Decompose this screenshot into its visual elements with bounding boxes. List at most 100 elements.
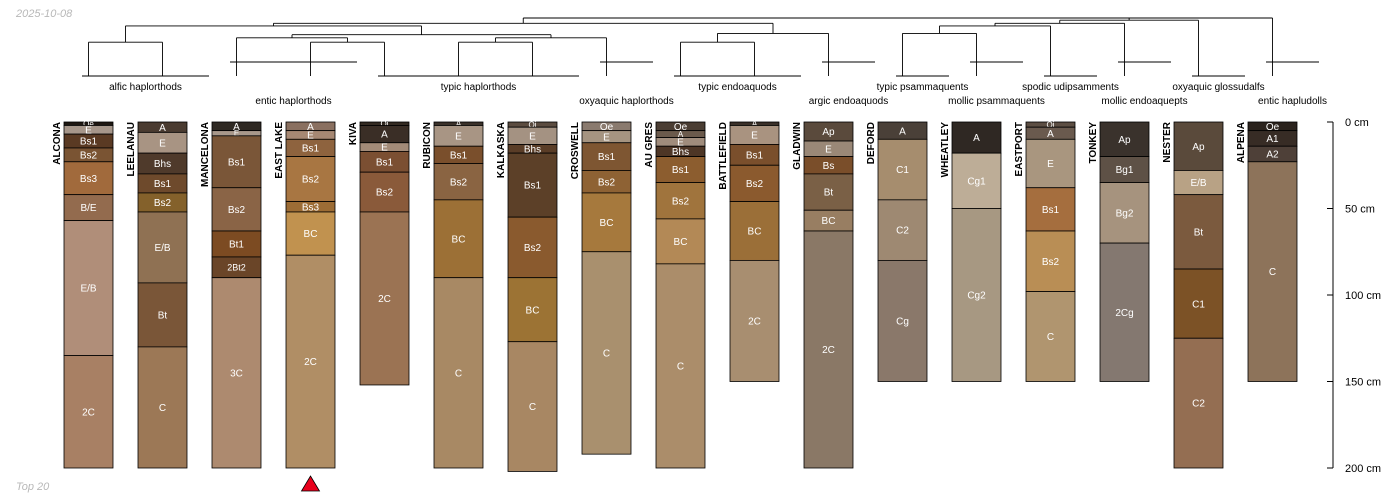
horizon-label: Bt1 [229, 240, 244, 251]
horizon-label: E [159, 138, 166, 149]
horizon-label: Ap [1192, 142, 1205, 153]
profile-name: ALCONA [52, 122, 63, 165]
horizon-label: Bs1 [450, 150, 468, 161]
horizon-label: E/B [154, 243, 170, 254]
horizon-label: Bs2 [746, 179, 764, 190]
profile-name: WHEATLEY [940, 122, 951, 178]
horizon-label: Bs2 [376, 188, 394, 199]
horizon-label: Bs [823, 161, 835, 172]
profile-name: KIVA [348, 122, 359, 145]
horizon-label: Cg2 [967, 291, 986, 302]
horizon-label: Bs1 [154, 179, 172, 190]
profile-kalkaska: OiEBhsBs1Bs2BCCKALKASKA [496, 120, 557, 471]
group-label: oxyaquic haplorthods [579, 96, 674, 107]
horizon-label: Cg [896, 317, 909, 328]
horizon-label: Bs1 [376, 157, 394, 168]
group-label: mollic psammaquents [948, 96, 1045, 107]
horizon-label: A [381, 130, 388, 141]
horizon-label: A1 [1266, 134, 1279, 145]
profile-name: NESTER [1162, 121, 1173, 162]
horizon-label: Bhs [154, 159, 171, 170]
horizon-label: Bt [158, 310, 168, 321]
profile-name: BATTLEFIELD [718, 122, 729, 190]
group-label: alfic haplorthods [109, 82, 182, 93]
horizon-label: Bs1 [1042, 205, 1060, 216]
group-label: argic endoaquods [809, 96, 889, 107]
horizon-label: E [825, 144, 832, 155]
horizon-label: E/B [80, 284, 96, 295]
horizon-label: BC [674, 237, 688, 248]
horizon-label: C [159, 403, 166, 414]
soil-profile-sketch: alfic haplorthods entic haplorthods typic … [0, 0, 1400, 500]
horizon-label: C2 [1192, 399, 1205, 410]
horizon-label: C [455, 368, 462, 379]
axis-tick-label: 100 cm [1345, 290, 1381, 302]
group-label: entic hapludolls [1258, 96, 1327, 107]
profile-east-lake: AE Bs1 Bs2 Bs3 BC 2C EAST LAKE [274, 122, 335, 468]
horizon-label: Ap [1118, 135, 1131, 146]
horizon-label: B/E [80, 203, 96, 214]
group-label: oxyaquic glossudalfs [1172, 82, 1264, 93]
profile-croswell: OeEBs1Bs2BCCCROSWELL [570, 122, 631, 454]
profile-name: DEFORD [866, 122, 877, 164]
horizon-label: E [603, 132, 610, 143]
horizon-label: Bs2 [524, 243, 542, 254]
horizon-label: BC [600, 218, 614, 229]
profile-eastport: OiAEBs1Bs2CEASTPORT [1014, 120, 1075, 381]
axis-tick-label: 200 cm [1345, 463, 1381, 475]
profile-name: EASTPORT [1014, 122, 1025, 176]
depth-axis: 0 cm 50 cm 100 cm 150 cm 200 cm [1327, 117, 1381, 475]
group-label: typic psammaquents [877, 82, 969, 93]
horizon-label: 2C [822, 345, 835, 356]
profile-name: KALKASKA [496, 122, 507, 178]
horizon-label: Bs2 [80, 150, 98, 161]
horizon-label: Bs2 [228, 205, 246, 216]
horizon-label: C [1269, 267, 1276, 278]
profile-name: AU GRES [644, 122, 655, 168]
profile-leelanau: AE Bhs Bs1 Bs2 E/B Bt C LEELANAU [126, 122, 187, 468]
profile-name: TONKEY [1088, 122, 1099, 164]
group-label: typic endoaquods [698, 82, 776, 93]
horizon-label: Bg2 [1116, 208, 1134, 219]
horizon-label: Bs1 [302, 144, 320, 155]
horizon-label: Bs1 [746, 150, 764, 161]
horizon-label: Bs2 [154, 198, 172, 209]
horizon-label: Bs1 [672, 165, 690, 176]
profile-au-gres: OeAEBhsBs1Bs2BCCAU GRES [644, 122, 705, 468]
profile-name: LEELANAU [126, 122, 137, 176]
profile-gladwin: Ap E Bs Bt BC 2C GLADWIN [792, 122, 853, 468]
profile-name: RUBICON [422, 122, 433, 169]
horizon-label: C2 [896, 226, 909, 237]
horizon-label: 2Bt2 [227, 263, 246, 273]
axis-tick-label: 150 cm [1345, 377, 1381, 389]
horizon-label: E/B [1190, 178, 1206, 189]
group-label: typic haplorthods [441, 82, 517, 93]
profiles: OeEBs1Bs2Bs3B/EE/B2CALCONA AEBhsBs1Bs2E/B… [52, 120, 1297, 472]
profile-mancelona: AE Bs1 Bs2 Bt1 2Bt2 3C MANCELONA [200, 122, 261, 468]
profile-name: EAST LAKE [274, 122, 285, 179]
horizon-label: Bs1 [598, 152, 616, 163]
selected-marker [302, 476, 320, 491]
profile-name: ALPENA [1236, 122, 1247, 163]
taxonomy-labels: alfic haplorthods entic haplorthods typic … [82, 62, 1327, 107]
horizon-label: E [751, 131, 758, 142]
horizon-label: 2C [82, 407, 95, 418]
horizon-label: Bs2 [1042, 257, 1060, 268]
profile-deford: AC1C2CgDEFORD [866, 122, 927, 382]
axis-tick-label: 50 cm [1345, 204, 1375, 216]
horizon-label: Bs2 [302, 175, 320, 186]
horizon-label: C [529, 402, 536, 413]
horizon-label: Bs1 [228, 157, 246, 168]
horizon-label: A [973, 133, 980, 144]
horizon-label: C1 [1192, 299, 1205, 310]
dendrogram [89, 18, 1273, 76]
axis-tick-label: 0 cm [1345, 117, 1369, 129]
profile-battlefield: AEBs1Bs2BC2CBATTLEFIELD [718, 120, 779, 382]
profile-tonkey: ApBg1Bg22CgTONKEY [1088, 122, 1149, 382]
horizon-label: BC [526, 305, 540, 316]
group-label: entic haplorthods [255, 96, 331, 107]
profile-rubicon: AE Bs1 Bs2 BC C RUBICON [422, 120, 483, 468]
horizon-label: BC [822, 216, 836, 227]
